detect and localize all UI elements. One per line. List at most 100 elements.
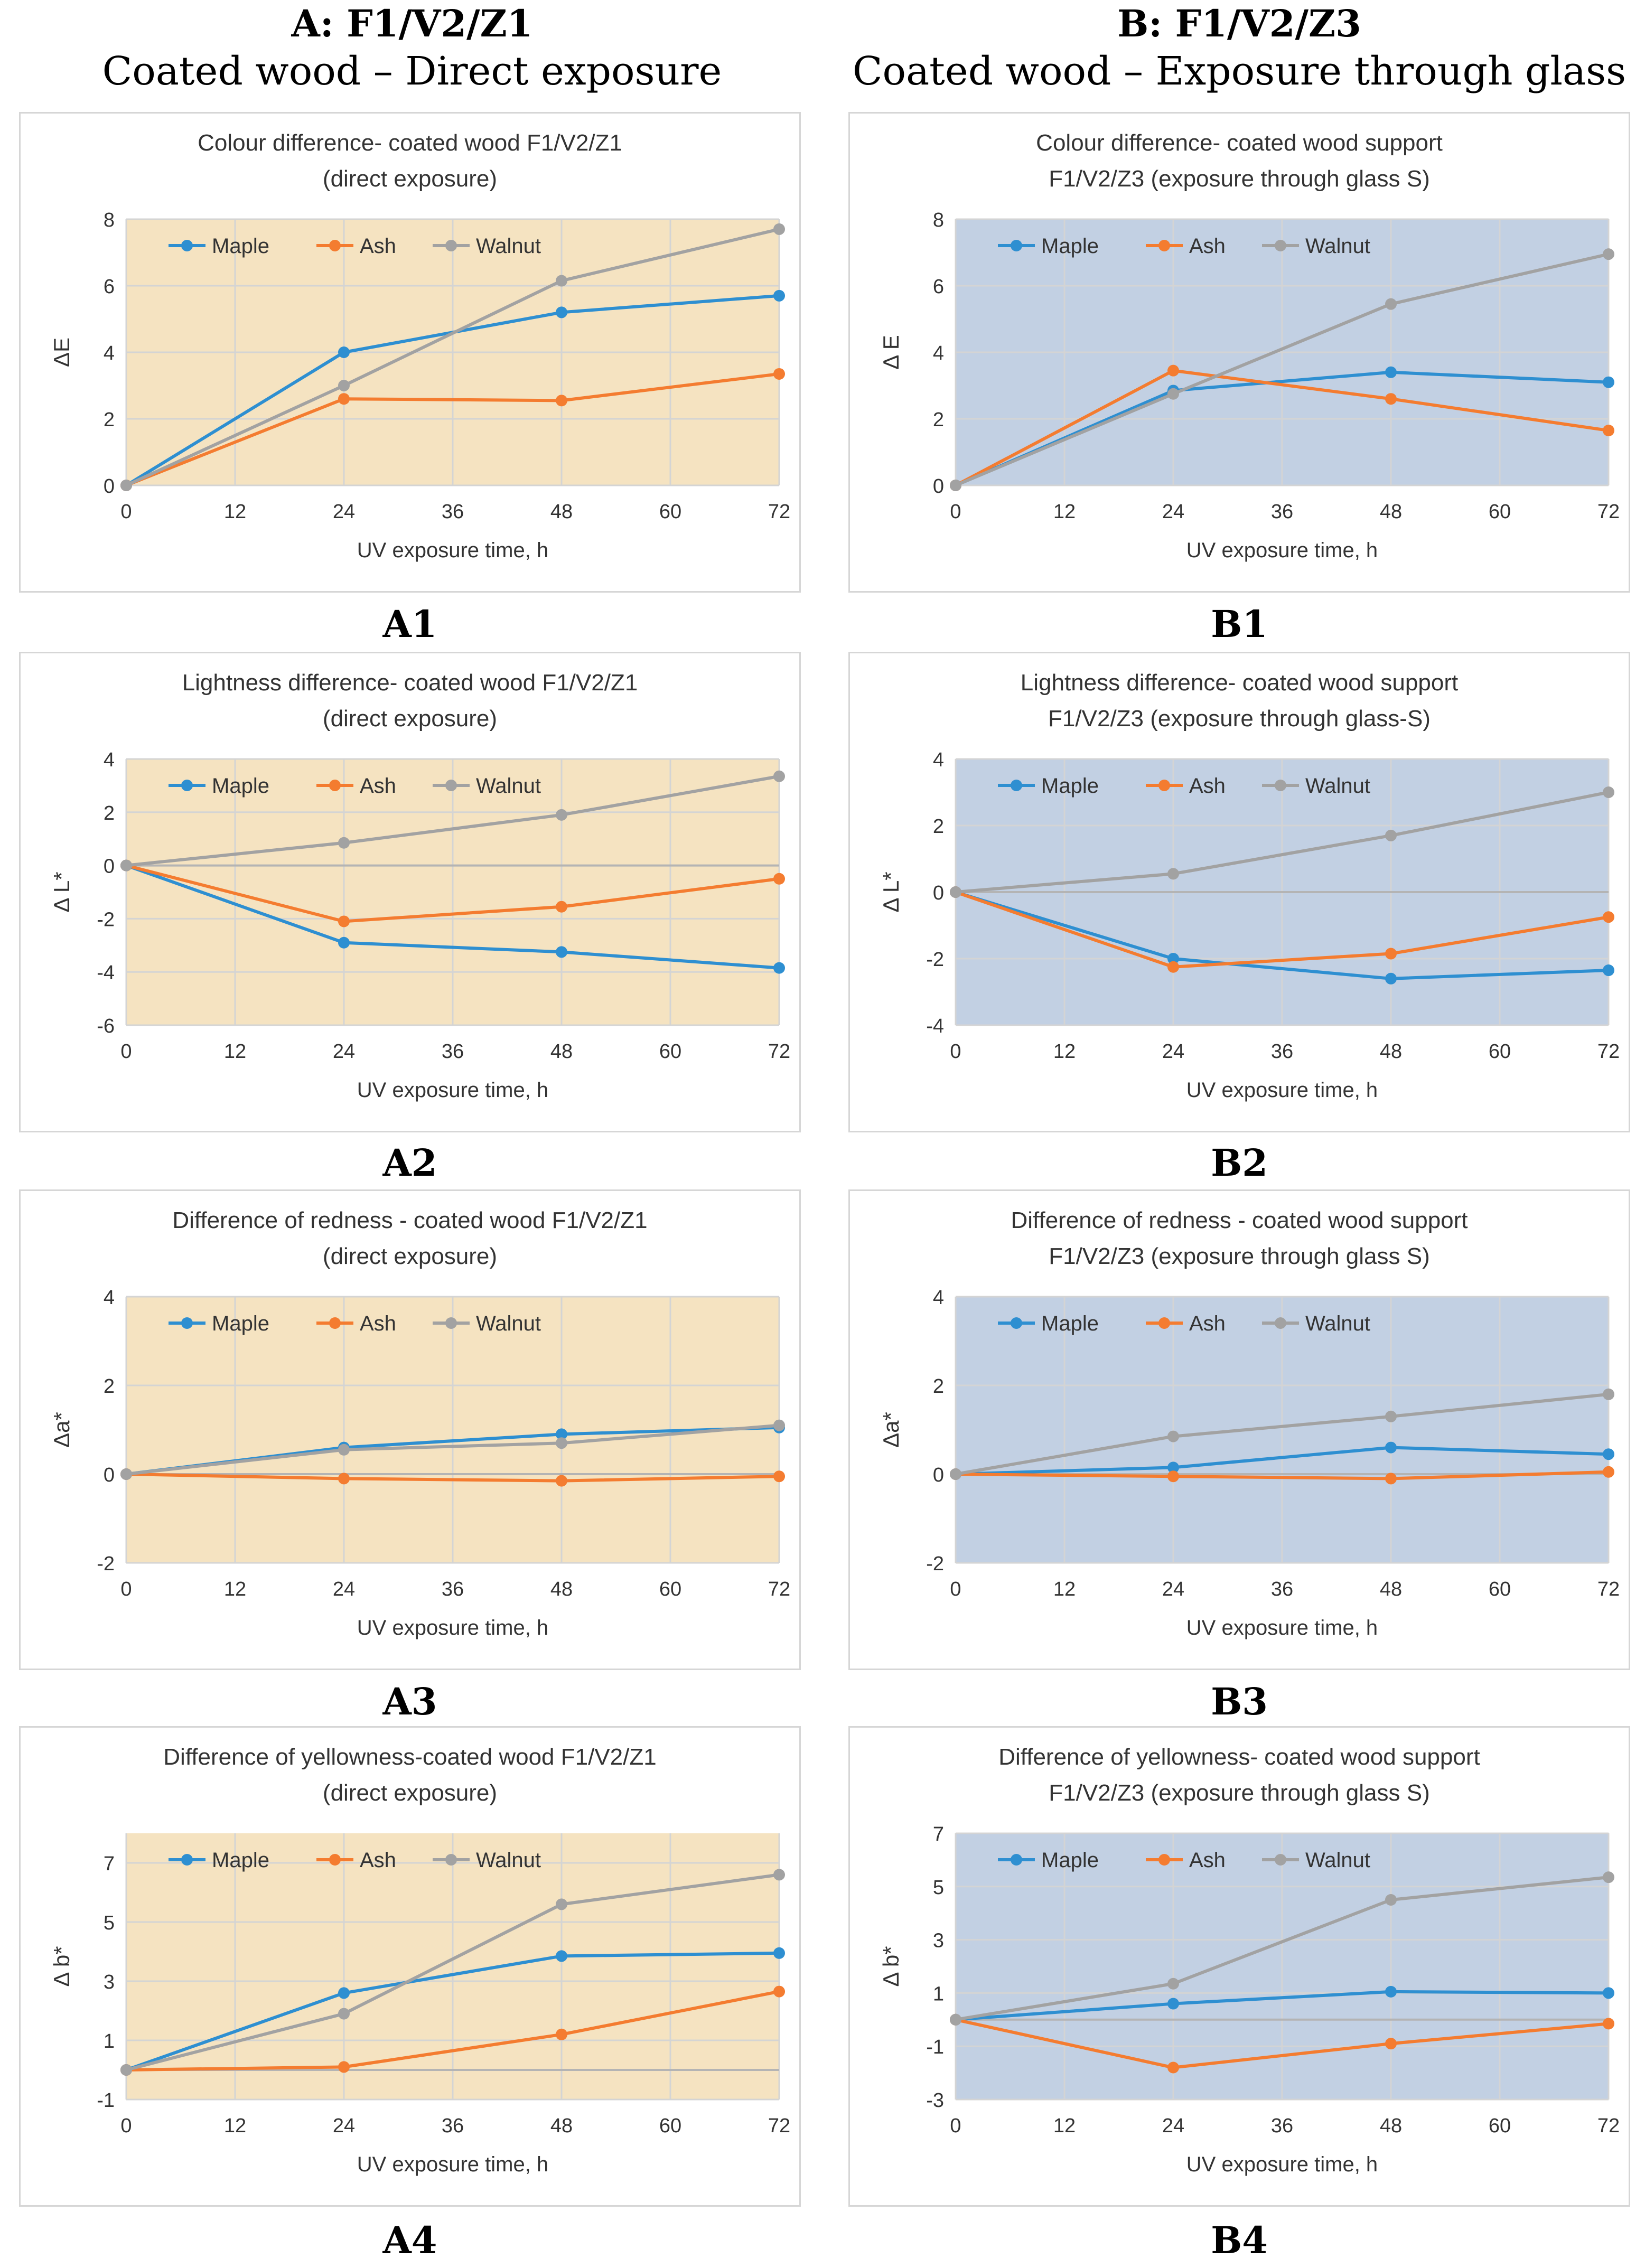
data-point-ash [1167, 364, 1179, 377]
x-tick-label: 60 [659, 501, 681, 523]
data-point-walnut [1167, 388, 1179, 400]
y-axis-label: Δ b* [49, 1946, 74, 1986]
legend-label-walnut: Walnut [1305, 235, 1370, 258]
chart-panel-a2: Lightness difference- coated wood F1/V2/… [19, 652, 801, 1132]
data-point-walnut [556, 275, 567, 287]
x-axis-label: UV exposure time, h [1186, 1616, 1378, 1639]
data-point-ash [773, 368, 785, 380]
series-line-walnut [126, 1423, 780, 1476]
y-tick-label: 5 [104, 1912, 115, 1934]
y-tick-label: 0 [104, 475, 115, 498]
x-tick-label: 60 [659, 1578, 681, 1600]
data-point-walnut [773, 770, 785, 782]
data-point-walnut [1385, 829, 1397, 841]
data-point-maple [1167, 1998, 1179, 2010]
chart-title-line: Difference of redness - coated wood supp… [1011, 1207, 1468, 1233]
y-tick-label: 8 [933, 209, 944, 231]
data-point-walnut [120, 1468, 132, 1480]
y-tick-label: 7 [933, 1823, 944, 1845]
data-point-ash [1167, 961, 1179, 973]
panel-label-b1: B1 [1211, 602, 1268, 646]
chart-title-line: Difference of redness - coated wood F1/V… [172, 1207, 647, 1233]
legend-label-walnut: Walnut [1305, 1849, 1370, 1872]
data-point-maple [338, 1987, 350, 1999]
x-tick-label: 12 [224, 1578, 246, 1600]
data-point-walnut [338, 1444, 350, 1456]
data-point-walnut [950, 480, 961, 491]
column-header-a: A: F1/V2/Z1 Coated wood – Direct exposur… [21, 0, 803, 95]
column-a-letter: A: F1/V2/Z1 [291, 2, 533, 45]
data-point-walnut [950, 886, 961, 898]
legend-marker-maple [181, 780, 193, 791]
y-tick-label: -4 [97, 962, 115, 984]
series-line-ash [955, 891, 1609, 969]
y-tick-label: -6 [97, 1015, 115, 1037]
data-point-maple [1385, 972, 1397, 985]
legend-marker-walnut [1275, 240, 1286, 251]
column-b-letter: B: F1/V2/Z3 [1117, 2, 1361, 45]
legend-label-maple: Maple [212, 774, 269, 798]
data-point-maple [338, 346, 350, 358]
x-tick-label: 24 [1162, 501, 1184, 523]
panel-label-a4: A4 [382, 2218, 437, 2262]
y-tick-label: 2 [104, 802, 115, 824]
x-axis-label: UV exposure time, h [357, 539, 548, 562]
data-point-maple [1385, 1985, 1397, 1998]
data-point-ash [556, 395, 567, 407]
series-line-ash [955, 369, 1609, 487]
chart-b2: Lightness difference- coated wood suppor… [878, 670, 1620, 1102]
series-line-maple [126, 1951, 780, 2072]
data-point-maple [1385, 1441, 1397, 1454]
data-point-maple [1603, 964, 1614, 977]
data-point-ash [1167, 1470, 1179, 1483]
legend-marker-ash [329, 240, 341, 251]
series-line-walnut [126, 1873, 780, 2072]
y-tick-label: 0 [104, 856, 115, 878]
data-point-maple [1603, 1987, 1614, 1999]
y-tick-label: 4 [933, 1287, 944, 1309]
x-tick-label: 48 [1380, 1041, 1402, 1063]
y-axis-label: Δa* [49, 1412, 74, 1448]
chart-title-line: (direct exposure) [323, 1243, 497, 1269]
series-line-maple [955, 1990, 1609, 2021]
data-point-maple [556, 306, 567, 318]
y-tick-label: 3 [104, 1971, 115, 1993]
x-tick-label: 48 [550, 501, 573, 523]
data-point-walnut [120, 859, 132, 871]
x-tick-label: 12 [1053, 2115, 1076, 2137]
chart-title-line: Difference of yellowness- coated wood su… [998, 1744, 1480, 1770]
y-tick-label: 4 [933, 342, 944, 364]
data-point-walnut [1603, 786, 1614, 798]
y-tick-label: 2 [104, 409, 115, 431]
x-tick-label: 36 [1271, 2115, 1293, 2137]
y-tick-label: 4 [933, 749, 944, 771]
series-line-walnut [125, 227, 780, 487]
data-point-ash [338, 393, 350, 405]
x-tick-label: 72 [1597, 501, 1620, 523]
x-tick-label: 12 [1053, 501, 1076, 523]
y-tick-label: 2 [104, 1375, 115, 1398]
chart-panel-a4: Difference of yellowness-coated wood F1/… [19, 1726, 801, 2207]
panel-label-b4: B4 [1211, 2218, 1268, 2262]
y-tick-label: 2 [933, 816, 944, 838]
y-tick-label: 4 [104, 342, 115, 364]
legend-label-maple: Maple [212, 1312, 269, 1335]
y-tick-label: 0 [933, 882, 944, 904]
data-point-ash [338, 1473, 350, 1485]
chart-title-line: Colour difference- coated wood support [1036, 130, 1443, 156]
x-tick-label: 24 [1162, 1041, 1184, 1063]
y-tick-label: -1 [926, 2036, 944, 2058]
chart-b3: Difference of redness - coated wood supp… [878, 1207, 1620, 1639]
chart-panel-a1: Colour difference- coated wood F1/V2/Z1 (… [19, 112, 801, 593]
data-point-ash [1603, 2018, 1614, 2030]
legend-marker-ash [329, 780, 341, 791]
x-tick-label: 0 [950, 501, 961, 523]
x-tick-label: 72 [768, 1578, 790, 1600]
legend-marker-walnut [1275, 1854, 1286, 1866]
chart-b1: Colour difference- coated wood support F1… [878, 130, 1620, 562]
x-tick-label: 60 [1489, 2115, 1511, 2137]
legend-marker-ash [1158, 780, 1170, 791]
x-tick-label: 12 [1053, 1578, 1076, 1600]
y-tick-label: 8 [104, 209, 115, 231]
legend-marker-ash [1158, 1317, 1170, 1329]
